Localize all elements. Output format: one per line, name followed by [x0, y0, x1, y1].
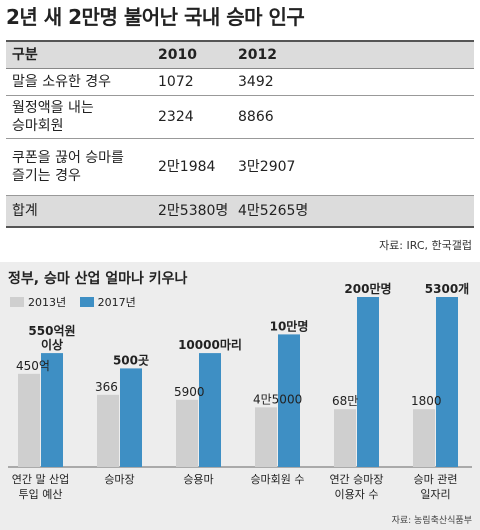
- category-label: 승마장: [104, 473, 134, 486]
- table-row: 월정액을 내는 승마회원 2324 8866: [6, 96, 474, 139]
- chart-source: 자료: 농림축산식품부: [391, 516, 472, 526]
- bar-2017: [120, 368, 142, 467]
- legend-label: 2017년: [97, 296, 136, 309]
- bar-2017: [41, 353, 63, 467]
- category-label: 이용자 수: [335, 488, 379, 501]
- chart-legend: 2013년 2017년: [10, 294, 146, 310]
- legend-item-2017: 2017년: [79, 294, 136, 310]
- header-category: 구분: [12, 47, 38, 63]
- population-table: 구분 2010 2012 말을 소유한 경우 1072 3492 월정액을 내는…: [6, 40, 474, 228]
- bar-2017: [199, 353, 221, 467]
- header-2012: 2012: [238, 47, 277, 63]
- table-source: 자료: IRC, 한국갤럽: [379, 239, 472, 252]
- value-label-2017: 550억원: [28, 324, 75, 338]
- legend-item-2013: 2013년: [10, 294, 66, 310]
- value-label-2013: 366: [95, 380, 118, 394]
- table-row: 말을 소유한 경우 1072 3492: [6, 69, 474, 96]
- table-header-row: 구분 2010 2012: [6, 40, 474, 69]
- row-value-2012: 8866: [238, 109, 274, 125]
- row-label: 쿠폰을 끊어 승마를 즐기는 경우: [12, 139, 152, 195]
- value-label-2017: 이상: [41, 337, 63, 352]
- bar-2017: [436, 297, 458, 467]
- bar-2013: [413, 409, 435, 467]
- value-label-2013: 1800: [411, 394, 442, 408]
- value-label-2017: 500곳: [113, 353, 149, 367]
- legend-swatch: [79, 297, 94, 307]
- bar-2013: [18, 373, 40, 467]
- value-label-2013: 450억: [16, 359, 50, 373]
- legend-label: 2013년: [28, 296, 67, 309]
- category-label: 승용마: [183, 473, 213, 486]
- row-label-line: 월정액을 내는: [12, 100, 94, 116]
- total-value-2012: 4만5265명: [238, 203, 309, 219]
- legend-swatch: [10, 297, 24, 307]
- category-label: 연간 승마장: [329, 473, 383, 486]
- category-label: 연간 말 산업: [12, 473, 70, 486]
- table-row: 쿠폰을 끊어 승마를 즐기는 경우 2만1984 3만2907: [6, 139, 474, 196]
- bar-2013: [255, 407, 277, 467]
- category-label: 승마 관련: [414, 473, 458, 486]
- chart-title: 정부, 승마 산업 얼마나 키우나: [8, 271, 188, 287]
- category-label: 승마회원 수: [250, 473, 304, 486]
- row-label-line: 쿠폰을 끊어 승마를: [12, 150, 124, 166]
- header-2010: 2010: [158, 47, 197, 63]
- value-label-2013: 68만: [332, 394, 358, 408]
- row-label: 말을 소유한 경우: [12, 74, 112, 90]
- top-table-panel: 2년 새 2만명 불어난 국내 승마 인구 구분 2010 2012 말을 소유…: [0, 0, 480, 262]
- total-label: 합계: [12, 203, 38, 219]
- row-label-line: 승마회원: [12, 118, 64, 134]
- row-label: 월정액을 내는 승마회원: [12, 96, 152, 138]
- value-label-2017: 10만명: [270, 318, 309, 333]
- category-label: 투입 예산: [19, 488, 63, 501]
- value-label-2013: 4만5000: [253, 392, 302, 406]
- table-total-row: 합계 2만5380명 4만5265명: [6, 196, 474, 228]
- bar-2017: [357, 297, 379, 467]
- bar-2013: [176, 399, 198, 467]
- row-value-2012: 3492: [238, 74, 274, 90]
- bar-2017: [278, 334, 300, 467]
- total-value-2010: 2만5380명: [158, 203, 229, 219]
- category-label: 일자리: [420, 487, 450, 501]
- row-value-2010: 1072: [158, 74, 194, 90]
- value-label-2017: 10000마리: [178, 337, 242, 352]
- row-value-2010: 2324: [158, 109, 194, 125]
- value-label-2017: 200만명: [344, 281, 391, 296]
- table-title: 2년 새 2만명 불어난 국내 승마 인구: [6, 5, 305, 29]
- row-value-2010: 2만1984: [158, 159, 216, 175]
- row-label-line: 즐기는 경우: [12, 168, 81, 184]
- bar-2013: [97, 394, 119, 467]
- row-value-2012: 3만2907: [238, 159, 296, 175]
- value-label-2013: 5900: [174, 385, 205, 399]
- value-label-2017: 5300개: [425, 282, 469, 296]
- bar-2013: [334, 409, 356, 467]
